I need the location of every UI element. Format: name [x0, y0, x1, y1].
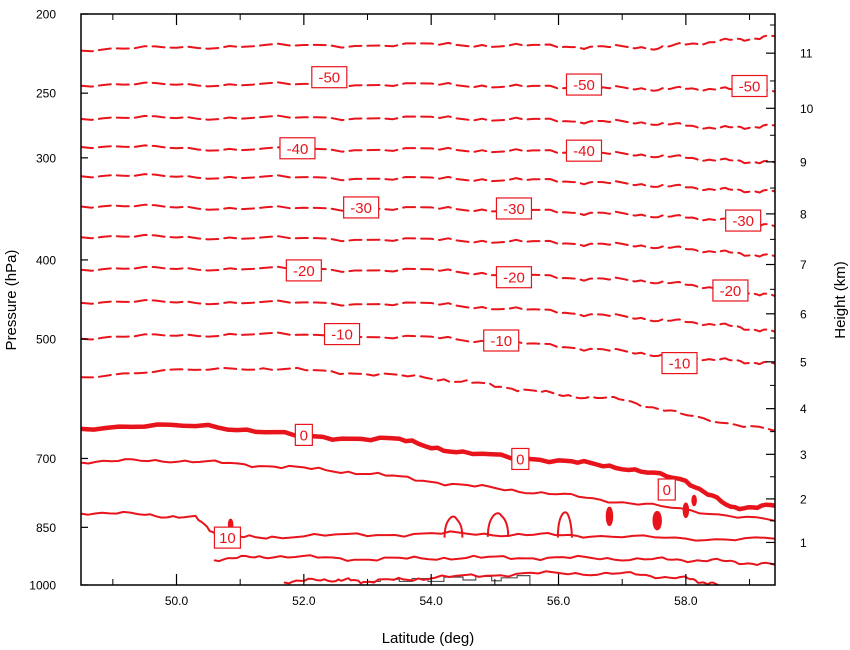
contour-label-15: 0 — [511, 447, 530, 471]
svg-text:0: 0 — [516, 451, 524, 468]
contour-line--30-6 — [81, 233, 775, 258]
contour-line--40-4 — [81, 173, 775, 194]
svg-text:-20: -20 — [503, 270, 525, 287]
contour-label-17: 10 — [213, 526, 242, 549]
contour-line-10-13 — [81, 510, 775, 542]
y-axis-height: 1 2 3 4 5 6 7 8 9 10 11 — [766, 24, 814, 565]
contour-cell-3 — [682, 502, 690, 518]
contour-bump-2 — [556, 511, 573, 538]
contour-label-5: -30 — [343, 196, 380, 219]
contour-cell-4 — [691, 494, 697, 507]
svg-text:-30: -30 — [732, 213, 754, 230]
contour-label-13: -10 — [661, 351, 698, 375]
svg-text:-10: -10 — [331, 327, 353, 344]
y-tick-label: 400 — [36, 253, 56, 267]
svg-text:-10: -10 — [490, 333, 512, 350]
y-tick-label: 700 — [36, 452, 56, 466]
y-tick-label: 850 — [36, 521, 56, 535]
contour-label-3: -40 — [279, 137, 316, 160]
contour-line--50-1 — [81, 81, 775, 94]
svg-text:-30: -30 — [350, 200, 372, 217]
svg-text:-20: -20 — [720, 283, 742, 300]
plot-frame — [80, 13, 776, 586]
y2-tick-label: 1 — [800, 536, 807, 550]
y-tick-label: 250 — [36, 87, 56, 101]
y2-tick-label: 4 — [800, 402, 807, 416]
contour-line--50-2 — [81, 114, 775, 130]
contour-line-10-14 — [213, 554, 775, 566]
y2-tick-label: 7 — [800, 258, 807, 272]
x-axis: 50.0 52.0 54.0 56.0 58.0 — [112, 14, 751, 608]
contour-labels: -50 -50 -50 -40 -40 -30 -30 -30 -20 -20 -20 -10 -10 -… — [213, 66, 768, 549]
contour-label-9: -20 — [495, 266, 533, 289]
svg-text:-40: -40 — [573, 143, 595, 160]
contour-line--50-0 — [81, 34, 775, 53]
contour-line-5-12 — [81, 458, 775, 522]
contour-label-12: -10 — [483, 329, 520, 352]
contour-line--40-3 — [81, 144, 775, 165]
contour-cells — [227, 494, 697, 538]
contour-label-6: -30 — [495, 197, 533, 220]
contour-label-16: 0 — [657, 478, 676, 501]
contour-line--20-7 — [81, 265, 775, 297]
contour-bump-1 — [486, 512, 510, 537]
svg-text:-10: -10 — [669, 356, 691, 373]
contour-label-0: -50 — [311, 66, 348, 89]
y2-tick-label: 3 — [800, 448, 807, 462]
contour-label-14: 0 — [294, 423, 313, 446]
y2-axis-title: Height (km) — [832, 261, 849, 339]
y-axis-pressure: 200 250 300 400 500 700 850 1000 — [29, 8, 88, 593]
svg-text:-50: -50 — [739, 78, 761, 95]
contour-line--30-5 — [81, 203, 775, 228]
contour-label-8: -20 — [285, 259, 322, 282]
y-tick-label: 200 — [36, 8, 56, 22]
y-tick-label: 300 — [36, 151, 56, 165]
contour-label-7: -30 — [725, 209, 762, 232]
contour-cell-1 — [605, 506, 614, 527]
contour-label-10: -20 — [712, 279, 749, 302]
svg-text:-50: -50 — [318, 70, 340, 87]
contour-label-11: -10 — [323, 322, 361, 346]
y-tick-label: 500 — [36, 333, 56, 347]
contour-bump-0 — [443, 515, 464, 538]
x-tick-label: 56.0 — [547, 594, 571, 608]
svg-text:0: 0 — [300, 427, 308, 444]
y2-tick-label: 8 — [800, 207, 807, 221]
x-tick-label: 54.0 — [420, 594, 444, 608]
contour-line--20-8 — [81, 299, 775, 333]
contour-cell-2 — [652, 510, 662, 531]
y2-tick-label: 10 — [800, 102, 814, 116]
contour-label-1: -50 — [565, 73, 603, 96]
contour-lines — [81, 34, 775, 585]
svg-text:-30: -30 — [503, 201, 525, 218]
y2-tick-label: 11 — [800, 47, 813, 61]
y2-tick-label: 2 — [800, 492, 807, 506]
y-tick-label: 1000 — [29, 579, 56, 593]
y2-tick-label: 6 — [800, 307, 807, 321]
svg-text:-20: -20 — [293, 263, 315, 280]
x-tick-label: 58.0 — [674, 594, 698, 608]
x-axis-title: Latitude (deg) — [382, 630, 475, 647]
svg-text:0: 0 — [663, 482, 671, 499]
x-tick-label: 50.0 — [165, 594, 189, 608]
svg-text:-40: -40 — [287, 141, 309, 158]
contour-line-0-11 — [81, 422, 775, 512]
contour-label-2: -50 — [731, 74, 768, 98]
contour-line--10-10 — [81, 366, 775, 432]
svg-text:10: 10 — [219, 530, 236, 547]
y-axis-title: Pressure (hPa) — [3, 250, 20, 351]
contour-line-15-15 — [283, 570, 719, 585]
y2-tick-label: 5 — [800, 355, 807, 369]
contour-label-4: -40 — [565, 139, 603, 162]
y2-tick-label: 9 — [800, 155, 807, 169]
x-tick-label: 52.0 — [292, 594, 316, 608]
svg-text:-50: -50 — [573, 77, 595, 94]
